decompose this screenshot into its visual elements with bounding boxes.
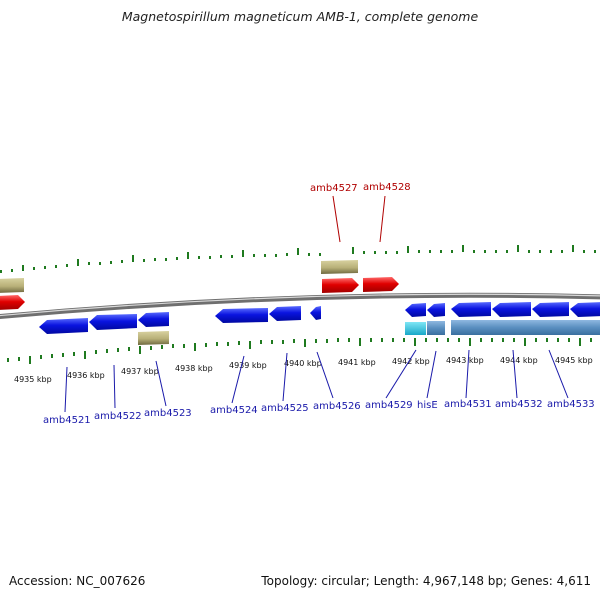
kbp-label: 4944 kbp	[500, 356, 538, 365]
upper-tick-row	[0, 245, 596, 273]
teal-feature[interactable]	[405, 322, 426, 335]
genome-backbone	[0, 292, 600, 320]
accession-label: Accession:	[9, 574, 73, 588]
gene-label-amb4525[interactable]: amb4525	[261, 403, 309, 414]
kbp-label: 4939 kbp	[229, 361, 267, 370]
gene-label-amb4526[interactable]: amb4526	[313, 401, 361, 412]
reverse-gene-arrow-amb4523[interactable]	[138, 312, 169, 327]
reverse-gene-arrow-amb4521[interactable]	[39, 318, 88, 334]
kbp-label: 4940 kbp	[284, 359, 322, 368]
kbp-label: 4936 kbp	[67, 371, 105, 380]
kbp-label: 4942 kbp	[392, 357, 430, 366]
gene-label-amb4531[interactable]: amb4531	[444, 399, 492, 410]
kbp-label: 4943 kbp	[446, 356, 484, 365]
kbp-label: 4941 kbp	[338, 358, 376, 367]
gene-label-hisE[interactable]: hisE	[417, 400, 438, 411]
accession-value: NC_007626	[76, 574, 146, 588]
forward-gene-arrow-amb4528[interactable]	[363, 277, 399, 292]
reverse-gene-arrow[interactable]	[570, 302, 600, 317]
reverse-gene-arrow-amb4526[interactable]	[310, 306, 321, 320]
kbp-tick-labels: 4935 kbp 4936 kbp 4937 kbp 4938 kbp 4939…	[14, 356, 593, 384]
olive-feature[interactable]	[321, 260, 358, 274]
gene-label-amb4521[interactable]: amb4521	[43, 415, 91, 426]
kbp-label: 4945 kbp	[555, 356, 593, 365]
reverse-gene-arrow-amb4529[interactable]	[405, 303, 426, 317]
kbp-label: 4937 kbp	[121, 367, 159, 376]
olive-feature[interactable]	[138, 331, 169, 345]
gene-label-amb4528[interactable]: amb4528	[363, 182, 411, 193]
reverse-gene-arrow-amb4531[interactable]	[451, 302, 491, 317]
accession-info: Accession: NC_007626	[9, 574, 145, 588]
reverse-gene-arrow-amb4525[interactable]	[269, 306, 301, 321]
gene-label-amb4523[interactable]: amb4523	[144, 408, 192, 419]
forward-gene-arrow[interactable]	[0, 295, 25, 310]
hist-feature[interactable]	[427, 321, 445, 335]
kbp-label: 4935 kbp	[14, 375, 52, 384]
gene-label-amb4532[interactable]: amb4532	[495, 399, 543, 410]
reverse-gene-arrow-amb4524[interactable]	[215, 308, 268, 323]
genome-summary: Topology: circular; Length: 4,967,148 bp…	[261, 574, 591, 588]
forward-gene-arrow-amb4527[interactable]	[322, 278, 359, 293]
reverse-gene-arrow-amb4533[interactable]	[532, 302, 569, 317]
gene-label-amb4533[interactable]: amb4533	[547, 399, 595, 410]
gene-label-amb4527[interactable]: amb4527	[310, 183, 358, 194]
olive-feature[interactable]	[0, 278, 24, 293]
genome-backbone-highlight	[0, 293, 600, 317]
gene-label-amb4522[interactable]: amb4522	[94, 411, 142, 422]
leader-lines	[64, 195, 569, 413]
reverse-gene-arrow-amb4522[interactable]	[89, 314, 137, 330]
page-title: Magnetospirillum magneticum AMB-1, compl…	[121, 9, 479, 24]
hist-feature[interactable]	[451, 320, 600, 335]
reverse-gene-arrow-amb4532[interactable]	[492, 302, 531, 317]
gene-label-amb4529[interactable]: amb4529	[365, 400, 413, 411]
kbp-label: 4938 kbp	[175, 364, 213, 373]
reverse-gene-arrow-hisE[interactable]	[427, 303, 445, 317]
lower-tick-row	[7, 338, 592, 364]
gene-label-amb4524[interactable]: amb4524	[210, 405, 258, 416]
